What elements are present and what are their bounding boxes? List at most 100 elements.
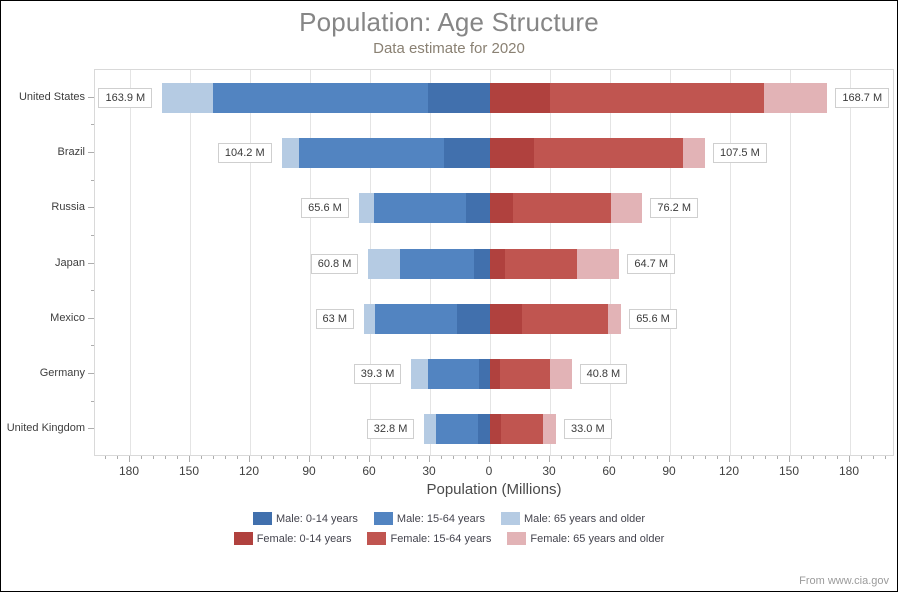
bar-segment[interactable]: [213, 82, 428, 113]
country-label: Japan: [55, 256, 85, 269]
bar-segment[interactable]: [479, 359, 490, 390]
legend-label: Female: 65 years and older: [530, 532, 665, 545]
legend-item[interactable]: Female: 65 years and older: [507, 532, 664, 545]
bar-segment[interactable]: [608, 303, 622, 334]
bar-segment[interactable]: [490, 248, 506, 279]
x-major-tick: [549, 456, 550, 462]
male-total-label: 32.8 M: [366, 419, 415, 440]
bar-segment[interactable]: [466, 193, 490, 224]
x-minor-tick: [837, 456, 838, 459]
x-major-tick: [369, 456, 370, 462]
bar-segment[interactable]: [474, 248, 490, 279]
x-major-tick: [789, 456, 790, 462]
bar-segment[interactable]: [682, 137, 705, 168]
x-minor-tick: [321, 456, 322, 459]
x-major-tick: [129, 456, 130, 462]
bar-segment[interactable]: [513, 193, 611, 224]
x-tick-label: 120: [238, 464, 260, 478]
x-minor-tick: [477, 456, 478, 459]
legend-item[interactable]: Male: 15-64 years: [373, 512, 485, 525]
bar-segment[interactable]: [478, 414, 490, 445]
bar-segment[interactable]: [490, 359, 500, 390]
female-total-label: 64.7 M: [627, 253, 676, 274]
bar-segment[interactable]: [411, 359, 428, 390]
x-minor-tick: [201, 456, 202, 459]
bar-segment[interactable]: [490, 414, 502, 445]
y-minor-tick: [91, 179, 94, 181]
bar-segment[interactable]: [358, 193, 374, 224]
bar-segment[interactable]: [490, 82, 550, 113]
x-minor-tick: [765, 456, 766, 459]
male-total-label: 63 M: [315, 308, 354, 329]
grid-line: [850, 70, 851, 455]
x-minor-tick: [705, 456, 706, 459]
bar-row: [95, 82, 893, 113]
bar-segment[interactable]: [427, 82, 490, 113]
bar-segment[interactable]: [490, 137, 534, 168]
x-tick-label: 0: [485, 464, 493, 478]
bar-segment[interactable]: [505, 248, 577, 279]
y-major-tick: [88, 96, 94, 98]
bar-segment[interactable]: [500, 359, 551, 390]
country-label: Germany: [39, 367, 85, 380]
bar-segment[interactable]: [533, 137, 683, 168]
legend-item[interactable]: Female: 0-14 years: [233, 532, 351, 545]
y-minor-tick: [91, 234, 94, 236]
bar-segment[interactable]: [299, 137, 445, 168]
x-major-tick: [309, 456, 310, 462]
bar-segment[interactable]: [373, 193, 466, 224]
x-tick-label: 30: [422, 464, 436, 478]
bar-segment[interactable]: [375, 303, 457, 334]
legend-item[interactable]: Male: 0-14 years: [252, 512, 358, 525]
x-minor-tick: [585, 456, 586, 459]
bar-segment[interactable]: [576, 248, 620, 279]
bar-segment[interactable]: [501, 414, 543, 445]
bar-segment[interactable]: [610, 193, 643, 224]
legend-swatch-icon: [367, 532, 387, 545]
legend-item[interactable]: Male: 65 years and older: [500, 512, 645, 525]
x-minor-tick: [633, 456, 634, 459]
x-minor-tick: [465, 456, 466, 459]
bar-row: [95, 359, 893, 390]
bar-row: [95, 303, 893, 334]
bar-segment[interactable]: [424, 414, 436, 445]
bar-segment[interactable]: [764, 82, 828, 113]
bar-segment[interactable]: [435, 414, 479, 445]
x-minor-tick: [657, 456, 658, 459]
bar-segment[interactable]: [457, 303, 490, 334]
bar-segment[interactable]: [162, 82, 214, 113]
y-minor-tick: [91, 345, 94, 347]
x-minor-tick: [525, 456, 526, 459]
y-major-tick: [88, 317, 94, 319]
bar-segment[interactable]: [364, 303, 375, 334]
bar-segment[interactable]: [368, 248, 401, 279]
legend-swatch-icon: [500, 512, 520, 525]
bar-segment[interactable]: [550, 82, 765, 113]
male-total-label: 104.2 M: [217, 142, 272, 163]
bar-segment[interactable]: [444, 137, 490, 168]
country-label: United States: [18, 90, 85, 103]
y-major-tick: [88, 262, 94, 264]
bar-segment[interactable]: [490, 193, 513, 224]
x-minor-tick: [537, 456, 538, 459]
chart-title: Population: Age Structure: [299, 7, 599, 37]
x-minor-tick: [357, 456, 358, 459]
x-minor-tick: [441, 456, 442, 459]
bar-segment[interactable]: [490, 303, 522, 334]
bar-segment[interactable]: [400, 248, 474, 279]
bar-segment[interactable]: [550, 359, 572, 390]
country-label: Brazil: [57, 145, 85, 158]
female-total-label: 65.6 M: [629, 308, 677, 329]
male-total-label: 65.6 M: [301, 198, 349, 219]
male-total-label: 163.9 M: [98, 87, 153, 108]
bar-segment[interactable]: [542, 414, 556, 445]
x-major-tick: [429, 456, 430, 462]
bar-segment[interactable]: [427, 359, 480, 390]
country-label: Russia: [51, 201, 85, 214]
legend-label: Male: 15-64 years: [396, 512, 485, 525]
legend-item[interactable]: Female: 15-64 years: [367, 532, 491, 545]
bar-segment[interactable]: [281, 137, 300, 168]
x-major-tick: [189, 456, 190, 462]
bar-segment[interactable]: [521, 303, 608, 334]
